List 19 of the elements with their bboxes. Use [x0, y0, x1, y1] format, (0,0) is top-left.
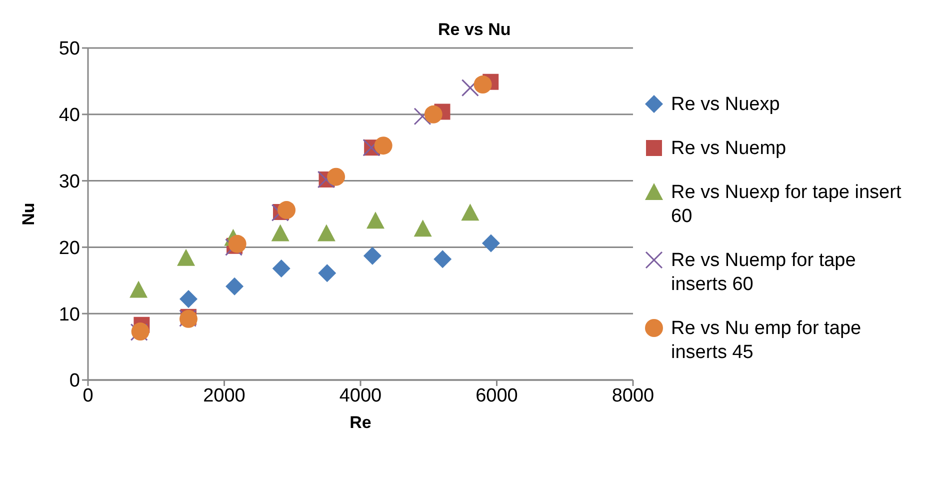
y-tick-label: 20 [58, 238, 80, 259]
y-tick-label: 0 [69, 370, 80, 392]
y-tick-label: 10 [58, 304, 80, 326]
y-tick-label: 50 [58, 38, 80, 60]
chart-title: Re vs Nu [438, 20, 511, 40]
x-tick-label: 2000 [203, 385, 246, 406]
x-axis-title: Re [350, 413, 372, 432]
legend-label: Re vs Nu emp for tape inserts 45 [671, 317, 862, 365]
legend-label: Re vs Nuemp [671, 137, 786, 161]
y-tick-label: 40 [58, 105, 80, 126]
y-axis-title: Nu [19, 202, 38, 226]
x-tick-label: 4000 [339, 385, 382, 406]
y-tick-label: 30 [58, 172, 80, 193]
legend-label: Re vs Nuexp [671, 93, 780, 117]
x-tick-label: 6000 [476, 385, 518, 406]
legend-label: Re vs Nuexp for tape insert 60 [671, 181, 902, 229]
x-tick-label: 0 [82, 385, 94, 406]
legend-label: Re vs Nuemp for tape inserts 60 [671, 249, 857, 297]
x-tick-label: 8000 [612, 385, 654, 406]
